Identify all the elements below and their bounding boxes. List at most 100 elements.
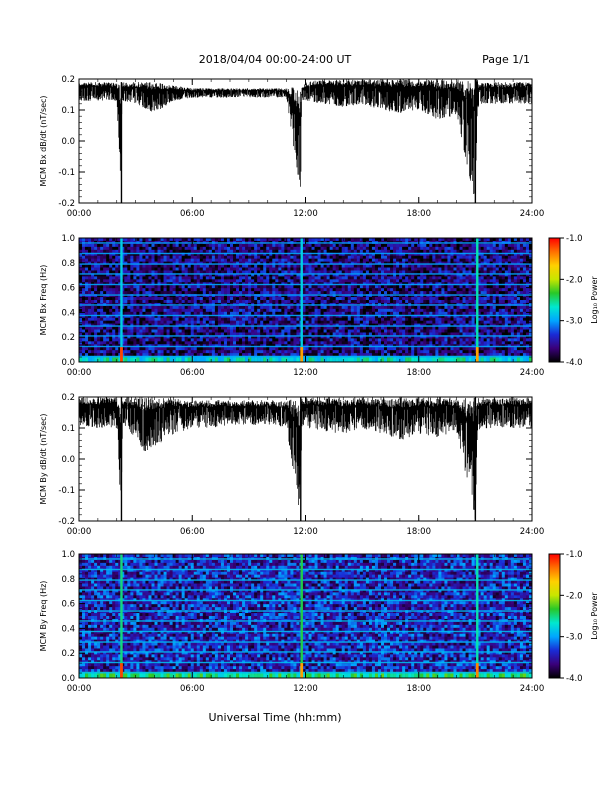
spectrogram-cell	[317, 311, 321, 315]
spectrogram-cell	[85, 314, 89, 318]
spectrogram-cell	[350, 311, 355, 315]
spectrogram-cell	[390, 285, 394, 289]
spectrogram-cell	[190, 347, 194, 351]
spectrogram-cell	[169, 246, 173, 251]
spectrogram-cell	[220, 305, 225, 310]
spectrogram-cell	[230, 267, 234, 271]
spectrogram-cell	[402, 288, 406, 292]
spectrogram-cell	[190, 264, 194, 268]
spectrogram-cell	[196, 323, 200, 327]
spectrogram-cell	[311, 332, 315, 336]
spectrogram-cell	[311, 249, 315, 253]
spectrogram-cell	[118, 288, 122, 292]
spectrogram-cell	[251, 317, 255, 321]
spectrogram-cell	[184, 314, 188, 318]
spectrogram-cell	[184, 305, 188, 310]
spectrogram-cell	[172, 335, 176, 339]
spectrogram-cell	[97, 353, 101, 357]
spectrogram-cell	[332, 341, 336, 345]
spectrogram-cell	[314, 326, 318, 330]
spectrogram-cell	[311, 291, 315, 295]
spectrogram-cell	[260, 305, 264, 310]
spectrogram-cell	[356, 347, 361, 351]
spectrogram-cell	[278, 270, 282, 274]
spectrogram-cell	[263, 255, 267, 259]
spectrogram-cell	[350, 350, 355, 354]
spectrogram-cell	[220, 308, 225, 313]
spectrogram-cell	[408, 258, 412, 262]
spectrogram-cell	[338, 246, 342, 251]
spectrogram-cell	[350, 338, 355, 342]
spectrogram-cell	[109, 326, 113, 330]
spectrogram-cell	[269, 311, 273, 315]
spectrogram-cell	[202, 267, 207, 271]
spectrogram-cell	[411, 267, 415, 271]
spectrogram-cell	[85, 323, 89, 327]
spectrogram-cell	[260, 297, 264, 301]
spectrogram-cell	[139, 255, 143, 259]
spectrogram-cell	[230, 291, 234, 295]
x-tick-label: 18:00	[407, 209, 432, 219]
spectrogram-cell	[211, 314, 216, 318]
spectrogram-cell	[287, 338, 291, 342]
spectrogram-cell	[100, 300, 104, 304]
spectrogram-cell	[287, 329, 291, 333]
spectrogram-cell	[100, 305, 104, 310]
spectrogram-cell	[187, 261, 191, 265]
spectrogram-cell	[275, 243, 279, 248]
spectrogram-cell	[377, 297, 382, 301]
spectrogram-cell	[341, 341, 345, 345]
spectrogram-cell	[411, 288, 415, 292]
spectrogram-cell	[166, 279, 170, 283]
spectrogram-cell	[142, 291, 146, 295]
spectrogram-cell	[260, 311, 264, 315]
spectrogram-cell	[136, 329, 140, 333]
spectrogram-cell	[136, 258, 140, 262]
spectrogram-cell	[193, 297, 197, 301]
spectrogram-cell	[233, 297, 237, 301]
spectrogram-cell	[226, 311, 231, 315]
spectrogram-cell	[151, 285, 155, 289]
spectrogram-cell	[411, 291, 415, 295]
spectrogram-cell	[344, 288, 348, 292]
spectrogram-cell	[184, 347, 188, 351]
spectrogram-cell	[302, 288, 306, 292]
spectrogram-cell	[254, 341, 258, 345]
spectrogram-cell	[175, 332, 179, 336]
spectrogram-cell	[314, 350, 318, 354]
spectrogram-cell	[417, 329, 421, 333]
spectrogram-cell	[151, 252, 155, 256]
spectrogram-cell	[233, 255, 237, 259]
spectrogram-cell	[196, 258, 200, 262]
spectrogram-cell	[178, 246, 182, 251]
spectrogram-cell	[217, 300, 222, 304]
spectrogram-cell	[136, 341, 140, 345]
spectrogram-cell	[196, 246, 200, 251]
spectrogram-cell	[362, 270, 367, 274]
spectrogram-cell	[106, 317, 110, 321]
spectrogram-cell	[329, 320, 333, 324]
spectrogram-cell	[160, 270, 164, 274]
spectrogram-cell	[305, 291, 309, 295]
spectrogram-cell	[368, 332, 373, 336]
spectrogram-cell	[226, 314, 231, 318]
spectrogram-cell	[91, 314, 95, 318]
spectrogram-cell	[148, 261, 152, 265]
spectrogram-cell	[121, 326, 125, 330]
spectrogram-cell	[278, 300, 282, 304]
spectrogram-cell	[157, 243, 161, 248]
x-tick-label: 24:00	[520, 209, 545, 219]
spectrogram-cell	[248, 347, 252, 351]
spectrogram-cell	[106, 288, 110, 292]
spectrogram-cell	[381, 311, 385, 315]
spectrogram-cell	[214, 326, 219, 330]
spectrogram-cell	[284, 338, 288, 342]
spectrogram-cell	[341, 326, 345, 330]
spectrogram-cell	[381, 308, 385, 313]
spectrogram-cell	[347, 255, 351, 259]
spectrogram-cell	[230, 249, 234, 253]
spectrogram-cell	[260, 338, 264, 342]
spectrogram-cell	[344, 350, 348, 354]
spectrogram-cell	[205, 255, 210, 259]
spectrogram-cell	[115, 276, 119, 280]
